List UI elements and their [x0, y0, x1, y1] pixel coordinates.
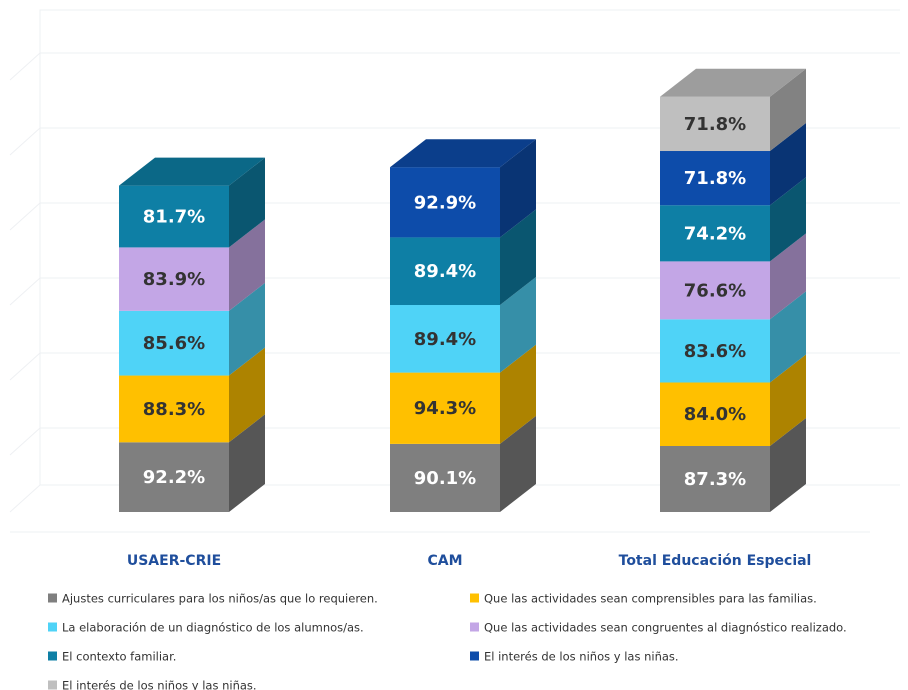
bar-side: [500, 209, 536, 306]
bar-side: [770, 177, 806, 262]
bar-segment: [119, 185, 229, 248]
value-label: 83.9%: [143, 269, 205, 290]
legend-label: El interés de los niños y las niñas.: [484, 650, 679, 664]
value-label: 87.3%: [684, 469, 746, 490]
value-label: 71.8%: [684, 114, 746, 135]
bar-side: [229, 219, 265, 311]
bar-segment: [390, 305, 500, 373]
value-label: 92.2%: [143, 467, 205, 488]
bar-segment: [660, 205, 770, 262]
legend-swatch: [470, 651, 479, 661]
bar-side: [770, 354, 806, 447]
bar-segment: [660, 446, 770, 512]
legend-swatch: [470, 622, 479, 632]
legend-swatch: [48, 680, 57, 690]
value-label: 76.6%: [684, 280, 746, 301]
bar-segment: [660, 96, 770, 152]
legend-swatch: [48, 651, 57, 661]
legend-label: Que las actividades sean congruentes al …: [484, 621, 847, 635]
value-label: 74.2%: [684, 223, 746, 244]
bar-segment: [119, 247, 229, 311]
x-tick-label: USAER-CRIE: [127, 553, 221, 569]
bar-top: [390, 139, 536, 168]
bar-side: [500, 277, 536, 373]
bar-segment: [660, 319, 770, 383]
value-label: 92.9%: [414, 192, 476, 213]
back-line: [39, 9, 900, 485]
value-label: 71.8%: [684, 168, 746, 189]
bar-segment: [660, 261, 770, 320]
legend-label: Que las actividades sean comprensibles p…: [484, 592, 817, 606]
legend-swatch: [470, 593, 479, 603]
bar-side: [770, 291, 806, 383]
bar-top: [660, 68, 806, 97]
legend-label: La elaboración de un diagnóstico de los …: [62, 621, 364, 635]
bar-segment: [119, 375, 229, 443]
bar-segment: [390, 372, 500, 444]
value-label: 83.6%: [684, 341, 746, 362]
bar-side: [229, 282, 265, 376]
backdrop: [9, 9, 900, 533]
value-label: 90.1%: [414, 468, 476, 489]
bar-side: [229, 347, 265, 443]
value-label: 94.3%: [414, 398, 476, 419]
bar-side: [770, 233, 806, 320]
bar-top: [119, 157, 265, 186]
legend-label: Ajustes curriculares para los niños/as q…: [62, 592, 378, 606]
bar-side: [500, 344, 536, 444]
bar-side: [500, 139, 536, 238]
legend-label: El contexto familiar.: [62, 650, 176, 664]
value-label: 84.0%: [684, 404, 746, 425]
bar-side: [770, 418, 806, 512]
bar-segment: [119, 442, 229, 512]
bar-segment: [390, 167, 500, 238]
legend-swatch: [48, 593, 57, 603]
bar-segment: [119, 310, 229, 376]
x-tick-label: CAM: [427, 553, 462, 569]
value-label: 89.4%: [414, 261, 476, 282]
bar-segment: [390, 443, 500, 512]
bar-segment: [390, 237, 500, 306]
bar-side: [229, 414, 265, 512]
legend-label: El interés de los niños y las niñas.: [62, 679, 257, 690]
value-label: 85.6%: [143, 333, 205, 354]
value-label: 81.7%: [143, 207, 205, 228]
bar-side: [229, 157, 265, 248]
x-tick-label: Total Educación Especial: [619, 553, 812, 569]
bar-segment: [660, 382, 770, 447]
bar-side: [770, 68, 806, 152]
bar-segment: [660, 151, 770, 206]
bar-side: [500, 415, 536, 512]
bar-side: [770, 123, 806, 206]
value-label: 89.4%: [414, 329, 476, 350]
legend-swatch: [48, 622, 57, 632]
value-label: 88.3%: [143, 399, 205, 420]
